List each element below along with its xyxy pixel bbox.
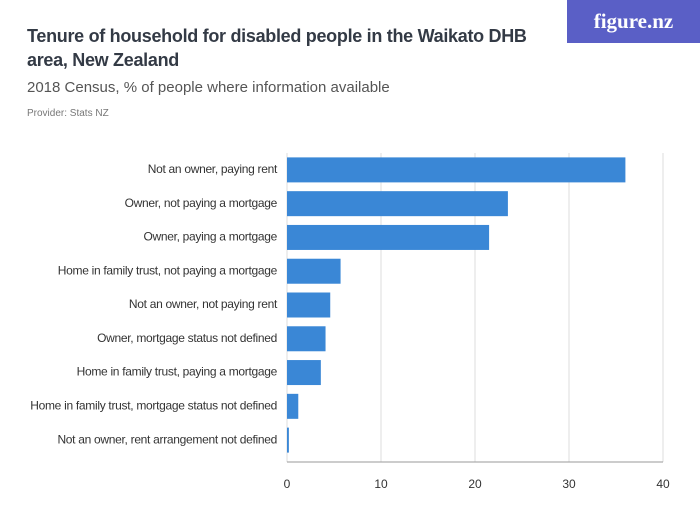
x-tick-label: 40 — [656, 477, 670, 491]
bar — [287, 224, 490, 250]
bar — [287, 157, 626, 183]
y-tick-label: Owner, mortgage status not defined — [97, 331, 277, 345]
y-tick-label: Not an owner, not paying rent — [129, 297, 278, 311]
x-tick-label: 30 — [562, 477, 576, 491]
chart-subtitle: 2018 Census, % of people where informati… — [27, 79, 390, 96]
x-tick-label: 20 — [468, 477, 482, 491]
y-tick-label: Owner, paying a mortgage — [143, 230, 277, 244]
chart-title: Tenure of household for disabled people … — [27, 26, 527, 70]
bar — [287, 258, 341, 284]
bar — [287, 191, 508, 217]
logo[interactable]: figure.nz — [567, 0, 700, 43]
bar — [287, 393, 299, 419]
x-tick-label: 10 — [374, 477, 388, 491]
chart-source: Provider: Stats NZ — [27, 108, 109, 119]
x-tick-label: 0 — [284, 477, 291, 491]
y-tick-label: Home in family trust, paying a mortgage — [77, 365, 278, 379]
y-tick-label: Not an owner, rent arrangement not defin… — [57, 432, 277, 446]
bar — [287, 292, 331, 318]
y-tick-label: Owner, not paying a mortgage — [125, 196, 278, 210]
bar — [287, 427, 289, 453]
y-tick-label: Home in family trust, not paying a mortg… — [58, 263, 278, 277]
bar — [287, 360, 321, 386]
y-tick-label: Home in family trust, mortgage status no… — [30, 399, 277, 413]
y-tick-label: Not an owner, paying rent — [148, 162, 278, 176]
bar — [287, 326, 326, 352]
